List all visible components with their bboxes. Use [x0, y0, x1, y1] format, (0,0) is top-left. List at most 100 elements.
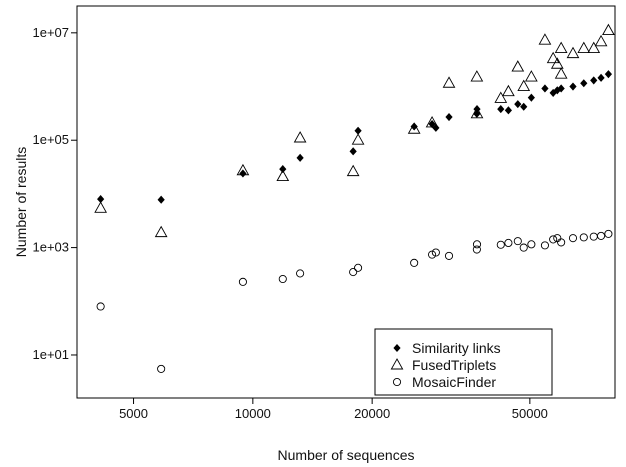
data-point	[96, 302, 105, 311]
data-point	[602, 23, 615, 36]
data-point	[527, 240, 536, 249]
data-point	[546, 51, 560, 64]
data-point	[279, 165, 287, 174]
data-point	[553, 234, 562, 243]
data-point	[276, 169, 290, 182]
data-point	[154, 225, 168, 238]
data-point	[497, 105, 505, 114]
y-axis: 1e+01 1e+03 1e+05 1e+07	[32, 25, 77, 362]
data-point	[236, 163, 250, 176]
data-point	[579, 233, 588, 242]
data-point	[349, 268, 358, 277]
series-group	[94, 23, 615, 238]
y-tick-label: 1e+01	[32, 347, 69, 362]
legend-marker	[390, 358, 404, 370]
y-axis-title: Number of results	[13, 147, 29, 257]
data-point	[554, 67, 568, 79]
legend-label: Similarity links	[412, 340, 501, 356]
data-point	[354, 126, 362, 135]
y-tick-label: 1e+03	[32, 240, 69, 255]
data-point	[540, 241, 549, 250]
legend-marker	[393, 343, 401, 353]
data-point	[94, 201, 108, 213]
data-point	[410, 258, 419, 267]
data-point	[580, 79, 588, 88]
legend-marker	[392, 377, 402, 387]
data-point	[445, 112, 453, 122]
legend-box	[374, 328, 553, 396]
data-point	[604, 229, 613, 238]
data-point	[568, 234, 578, 243]
data-point	[239, 169, 247, 178]
legend-items: Similarity linksFusedTripletsMosaicFinde…	[390, 340, 501, 390]
data-point	[425, 115, 439, 128]
data-point	[444, 251, 454, 260]
data-point	[442, 76, 456, 88]
data-point	[519, 243, 528, 252]
x-tick-label: 20000	[354, 406, 390, 421]
data-point	[293, 131, 307, 143]
series-layer	[94, 23, 615, 373]
data-point	[550, 57, 564, 69]
data-point	[472, 245, 481, 254]
data-point	[511, 60, 525, 72]
data-point	[524, 70, 538, 82]
data-point	[473, 105, 481, 114]
data-point	[494, 91, 508, 103]
y-tick-label: 1e+07	[32, 25, 69, 40]
data-point	[557, 84, 565, 93]
data-point	[407, 122, 421, 134]
data-point	[597, 73, 605, 82]
data-point	[541, 84, 549, 93]
x-tick-label: 50000	[512, 406, 548, 421]
data-point	[594, 34, 608, 47]
data-point	[502, 84, 515, 97]
data-point	[504, 238, 513, 248]
data-point	[517, 79, 531, 91]
data-point	[549, 235, 558, 244]
data-point	[587, 41, 601, 53]
legend-label: FusedTriplets	[412, 357, 496, 373]
series-group	[97, 70, 613, 204]
y-tick-label: 1e+05	[32, 132, 69, 147]
data-point	[238, 277, 247, 286]
data-point	[157, 195, 165, 204]
data-point	[513, 237, 522, 246]
data-point	[470, 106, 484, 119]
data-point	[597, 231, 606, 240]
data-point	[538, 33, 552, 45]
data-point	[296, 153, 304, 162]
data-point	[577, 41, 591, 53]
legend-label: MosaicFinder	[412, 374, 496, 390]
data-point	[527, 93, 535, 102]
data-point	[604, 70, 613, 79]
legend: Similarity linksFusedTripletsMosaicFinde…	[374, 328, 553, 396]
data-point	[589, 232, 598, 241]
data-point	[157, 364, 166, 373]
data-point	[346, 164, 360, 177]
data-point	[590, 76, 598, 85]
data-point	[557, 238, 566, 247]
data-point	[514, 100, 522, 109]
data-point	[428, 119, 436, 129]
plot-frame	[76, 5, 616, 399]
data-point	[431, 248, 440, 257]
data-point	[351, 133, 365, 145]
data-point	[428, 250, 437, 259]
data-point	[520, 102, 528, 111]
data-point	[496, 240, 505, 249]
data-point	[349, 147, 357, 156]
x-axis: 5000 10000 20000 50000	[119, 398, 548, 421]
data-point	[554, 41, 568, 53]
data-point	[410, 122, 418, 131]
data-point	[566, 46, 580, 59]
data-point	[472, 240, 482, 249]
data-point	[354, 263, 363, 272]
series-group	[96, 229, 613, 373]
x-tick-label: 10000	[235, 406, 271, 421]
data-point	[470, 70, 484, 82]
data-point	[504, 106, 513, 115]
x-tick-label: 5000	[119, 406, 148, 421]
data-point	[278, 274, 287, 284]
